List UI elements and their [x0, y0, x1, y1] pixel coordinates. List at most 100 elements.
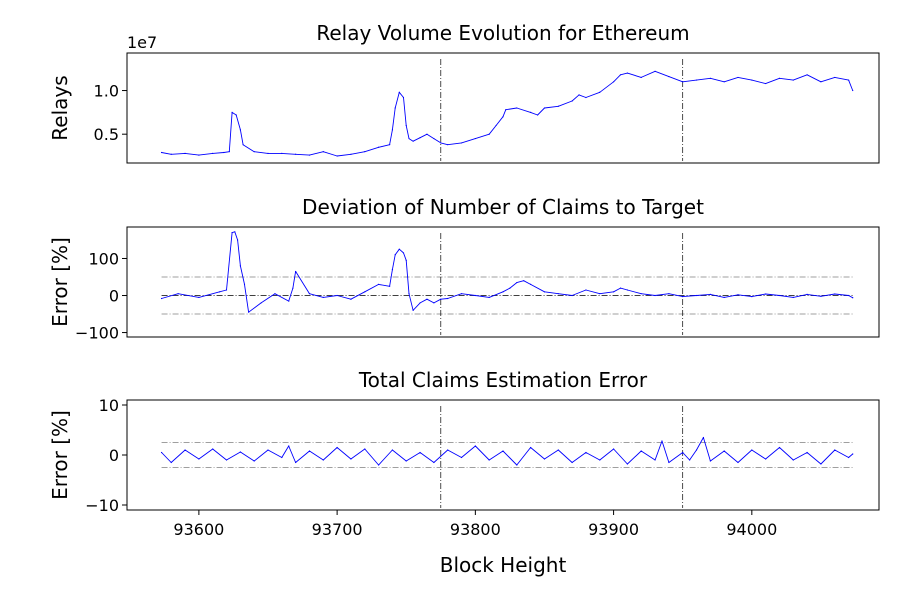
data-point: [737, 294, 739, 296]
data-point: [389, 144, 391, 146]
data-point: [806, 74, 808, 76]
data-point: [248, 311, 250, 313]
data-point: [488, 133, 490, 135]
data-point: [322, 296, 324, 298]
data-point: [440, 142, 442, 144]
data-point: [516, 464, 518, 466]
data-point: [474, 137, 476, 140]
data-point: [626, 289, 629, 291]
data-point: [536, 114, 539, 116]
y-tick-label: 0: [109, 287, 119, 306]
data-point: [253, 151, 255, 153]
data-point: [820, 463, 822, 465]
data-point: [702, 436, 705, 439]
data-point: [447, 144, 449, 146]
data-point: [160, 297, 163, 300]
data-point: [460, 293, 463, 295]
data-point: [231, 231, 233, 234]
data-point: [852, 297, 854, 299]
data-point: [419, 137, 421, 139]
chart-title: Total Claims Estimation Error: [358, 368, 648, 392]
data-point: [723, 81, 725, 83]
data-point: [433, 137, 435, 140]
data-point: [668, 75, 670, 78]
x-tick-label: 93800: [450, 520, 501, 539]
data-point: [184, 449, 186, 451]
axes-frame: [126, 52, 880, 164]
data-point: [505, 109, 507, 111]
data-point: [612, 448, 615, 450]
data-point: [765, 82, 767, 85]
data-point: [654, 294, 656, 297]
data-point: [231, 111, 233, 113]
data-point: [198, 458, 200, 460]
data-point: [447, 449, 449, 451]
data-point: [806, 451, 808, 454]
data-point: [377, 283, 380, 286]
data-point: [433, 302, 435, 304]
data-point: [160, 151, 163, 154]
data-point: [612, 81, 615, 83]
data-point: [668, 293, 670, 295]
data-point: [516, 281, 518, 284]
data-point: [243, 283, 246, 286]
data-point: [350, 458, 352, 460]
data-point: [599, 293, 601, 295]
data-point: [364, 448, 366, 450]
data-point: [543, 107, 546, 109]
data-point: [223, 151, 225, 154]
data-point: [488, 459, 490, 461]
data-point: [765, 458, 767, 460]
data-point: [709, 293, 711, 296]
data-point: [274, 293, 276, 295]
series-line: [161, 231, 853, 313]
data-point: [847, 294, 850, 297]
data-point: [260, 302, 262, 304]
data-point: [198, 154, 200, 156]
data-point: [239, 451, 241, 453]
data-point: [737, 76, 739, 79]
data-point: [682, 81, 684, 83]
data-point: [242, 144, 244, 146]
data-point: [236, 239, 239, 241]
data-point: [737, 461, 739, 464]
y-axis-label: Relays: [48, 75, 72, 140]
data-point: [523, 280, 525, 282]
data-point: [239, 265, 241, 267]
data-point: [235, 114, 237, 116]
data-point: [695, 294, 698, 297]
data-point: [198, 296, 200, 298]
data-point: [682, 296, 684, 298]
data-point: [474, 294, 476, 297]
data-point: [640, 293, 642, 295]
data-point: [619, 287, 622, 289]
y-tick-label: 100: [88, 249, 119, 268]
data-point: [557, 293, 559, 295]
chart-title: Deviation of Number of Claims to Target: [302, 195, 704, 219]
data-point: [408, 293, 410, 295]
y-tick-label: 1.0: [94, 82, 119, 101]
data-point: [225, 289, 228, 291]
data-point: [751, 79, 753, 81]
data-point: [288, 300, 290, 302]
data-point: [336, 446, 338, 449]
data-point: [640, 450, 642, 452]
data-point: [350, 153, 352, 155]
data-point: [751, 296, 753, 298]
offset-label: 1e7: [127, 33, 157, 52]
x-axis-label: Block Height: [440, 553, 567, 577]
data-point: [405, 460, 407, 462]
series-line: [161, 70, 854, 157]
data-point: [723, 450, 725, 452]
data-point: [619, 74, 622, 76]
data-point: [364, 291, 366, 293]
data-point: [212, 448, 214, 450]
data-point: [571, 100, 573, 102]
data-point: [267, 449, 269, 451]
data-point: [322, 459, 324, 461]
data-point: [543, 458, 546, 460]
data-point: [765, 293, 767, 295]
data-point: [377, 464, 380, 466]
data-point: [364, 151, 366, 153]
axes-frame: [126, 226, 880, 338]
